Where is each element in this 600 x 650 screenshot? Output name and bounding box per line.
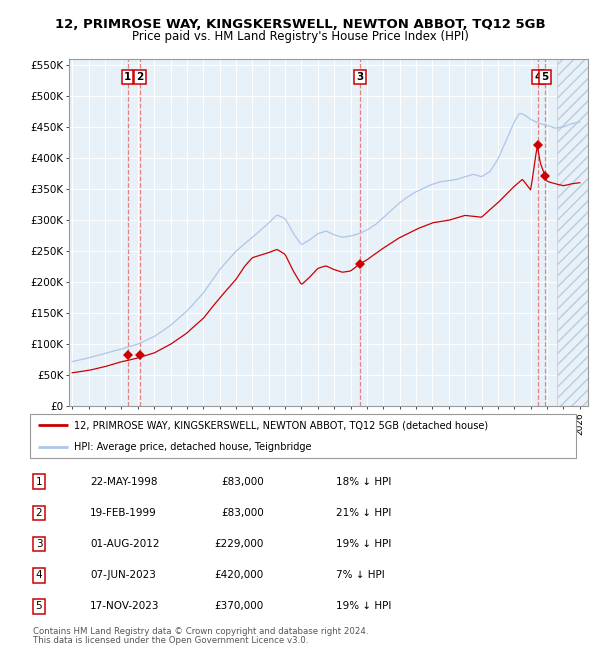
Text: £83,000: £83,000	[221, 476, 264, 487]
Text: £420,000: £420,000	[215, 570, 264, 580]
Text: HPI: Average price, detached house, Teignbridge: HPI: Average price, detached house, Teig…	[74, 442, 311, 452]
Text: 18% ↓ HPI: 18% ↓ HPI	[336, 476, 391, 487]
Text: 17-NOV-2023: 17-NOV-2023	[90, 601, 160, 612]
Text: 22-MAY-1998: 22-MAY-1998	[90, 476, 157, 487]
Text: 4: 4	[534, 72, 541, 82]
Text: 01-AUG-2012: 01-AUG-2012	[90, 539, 160, 549]
Text: 19% ↓ HPI: 19% ↓ HPI	[336, 539, 391, 549]
Text: 12, PRIMROSE WAY, KINGSKERSWELL, NEWTON ABBOT, TQ12 5GB (detached house): 12, PRIMROSE WAY, KINGSKERSWELL, NEWTON …	[74, 420, 488, 430]
Text: 1: 1	[35, 476, 43, 487]
Text: Price paid vs. HM Land Registry's House Price Index (HPI): Price paid vs. HM Land Registry's House …	[131, 30, 469, 43]
Text: Contains HM Land Registry data © Crown copyright and database right 2024.: Contains HM Land Registry data © Crown c…	[33, 627, 368, 636]
Text: 4: 4	[35, 570, 43, 580]
Text: 2: 2	[35, 508, 43, 518]
FancyBboxPatch shape	[30, 414, 576, 458]
Text: £83,000: £83,000	[221, 508, 264, 518]
Text: 3: 3	[35, 539, 43, 549]
Bar	[557, 58, 588, 406]
Text: 2: 2	[136, 72, 143, 82]
Text: 3: 3	[356, 72, 364, 82]
Text: 5: 5	[541, 72, 549, 82]
Text: £370,000: £370,000	[215, 601, 264, 612]
Text: This data is licensed under the Open Government Licence v3.0.: This data is licensed under the Open Gov…	[33, 636, 308, 645]
Text: 21% ↓ HPI: 21% ↓ HPI	[336, 508, 391, 518]
Text: 19-FEB-1999: 19-FEB-1999	[90, 508, 157, 518]
Text: £229,000: £229,000	[215, 539, 264, 549]
Text: 1: 1	[124, 72, 131, 82]
Text: 5: 5	[35, 601, 43, 612]
Text: 07-JUN-2023: 07-JUN-2023	[90, 570, 156, 580]
Text: 12, PRIMROSE WAY, KINGSKERSWELL, NEWTON ABBOT, TQ12 5GB: 12, PRIMROSE WAY, KINGSKERSWELL, NEWTON …	[55, 18, 545, 31]
Text: 19% ↓ HPI: 19% ↓ HPI	[336, 601, 391, 612]
Text: 7% ↓ HPI: 7% ↓ HPI	[336, 570, 385, 580]
